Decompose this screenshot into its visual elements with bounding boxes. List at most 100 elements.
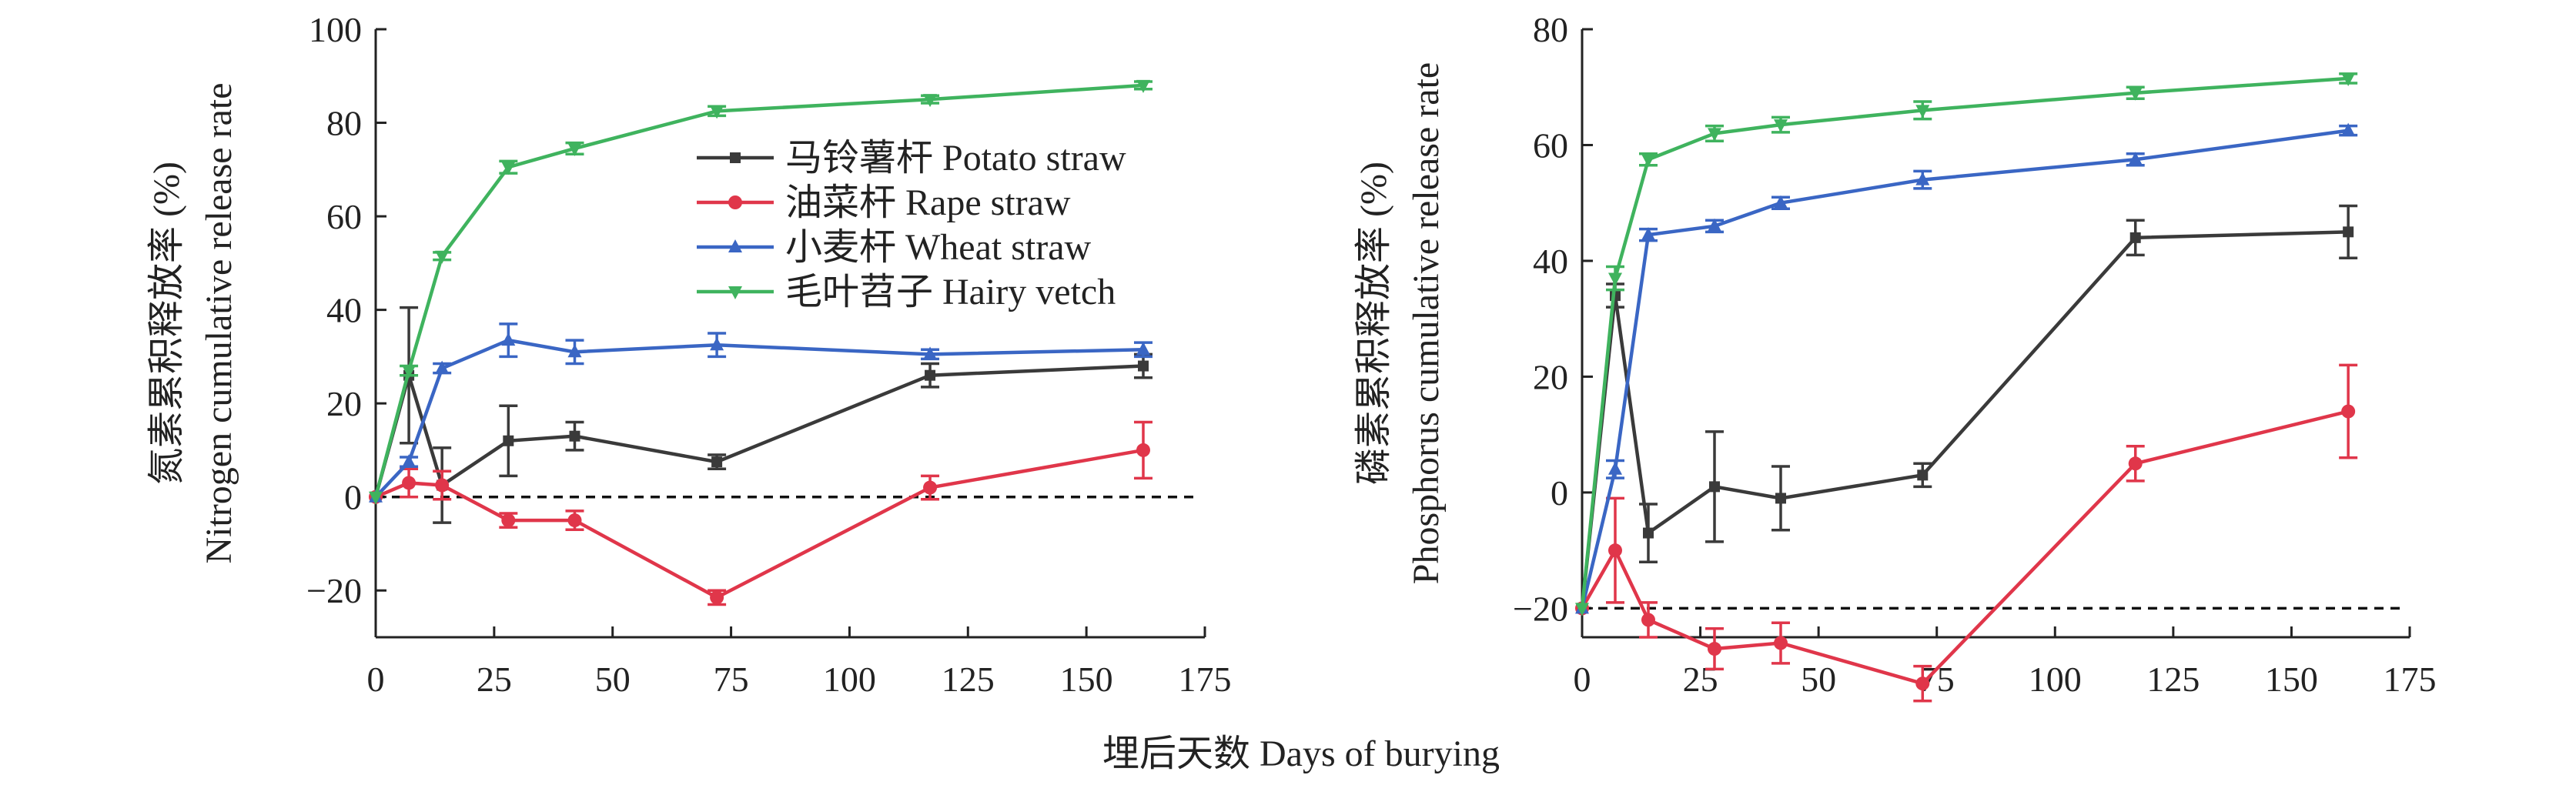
data-point bbox=[1708, 128, 1721, 142]
series-line bbox=[374, 338, 1144, 499]
data-point bbox=[2128, 87, 2143, 101]
phosphorus-ylabel-cn: 磷素累积释放率 (%) bbox=[1353, 162, 1394, 485]
data-point bbox=[1774, 636, 1788, 650]
data-point bbox=[923, 480, 938, 495]
data-point bbox=[567, 142, 582, 156]
x-tick-label: 25 bbox=[1683, 660, 1718, 699]
series-line bbox=[375, 448, 1144, 600]
x-tick-label: 50 bbox=[595, 660, 631, 699]
y-tick-label: 60 bbox=[326, 197, 362, 236]
phosphorus-ylabel-en: Phosphorus cumulative release rate bbox=[1406, 62, 1447, 584]
data-point bbox=[1643, 527, 1654, 539]
data-point bbox=[2128, 456, 2143, 471]
series-triangle-up bbox=[369, 322, 1153, 503]
x-tick-label: 0 bbox=[1574, 660, 1591, 699]
y-tick-label: −20 bbox=[1513, 589, 1568, 628]
y-tick-label: 80 bbox=[1533, 10, 1568, 49]
x-tick-label: 100 bbox=[2029, 660, 2082, 699]
x-tick-label: 150 bbox=[1060, 660, 1113, 699]
data-point bbox=[1641, 154, 1655, 168]
series-line bbox=[1580, 76, 2349, 609]
series-square bbox=[370, 306, 1153, 524]
data-point bbox=[569, 430, 580, 442]
y-tick-label: 100 bbox=[309, 10, 362, 49]
data-point bbox=[1774, 119, 1788, 133]
y-tick-label: 20 bbox=[326, 384, 362, 423]
legend-label: 小麦杆 Wheat straw bbox=[785, 227, 1092, 268]
data-point bbox=[1136, 342, 1150, 356]
data-point bbox=[2341, 72, 2356, 86]
data-point bbox=[435, 478, 450, 493]
series-line bbox=[1580, 230, 2349, 609]
data-point bbox=[1136, 443, 1150, 457]
data-point bbox=[925, 369, 936, 381]
y-tick-label: 20 bbox=[1533, 357, 1568, 396]
data-point bbox=[923, 94, 938, 108]
y-tick-label: 40 bbox=[326, 291, 362, 330]
x-tick-label: 125 bbox=[2146, 660, 2200, 699]
series-circle bbox=[1575, 363, 2358, 703]
data-point bbox=[1915, 105, 1930, 119]
series-triangle-up bbox=[1575, 122, 2358, 614]
data-point bbox=[1608, 461, 1622, 475]
y-tick-label: 0 bbox=[1551, 473, 1568, 513]
data-point bbox=[1641, 613, 1655, 627]
series-circle bbox=[369, 420, 1153, 606]
x-tick-label: 25 bbox=[477, 660, 512, 699]
series-square bbox=[1577, 204, 2358, 614]
data-point bbox=[501, 513, 516, 528]
data-point bbox=[402, 476, 417, 490]
data-point bbox=[2128, 152, 2143, 165]
series-line bbox=[373, 364, 1144, 498]
x-tick-label: 175 bbox=[2384, 660, 2437, 699]
data-point bbox=[402, 454, 417, 468]
x-tick-label: 75 bbox=[714, 660, 749, 699]
data-point bbox=[1915, 172, 1930, 185]
legend-label: 毛叶苕子 Hairy vetch bbox=[785, 272, 1116, 312]
nitrogen-ylabel-en: Nitrogen cumulative release rate bbox=[199, 82, 239, 563]
data-point bbox=[567, 344, 582, 358]
series-triangle-down bbox=[1575, 72, 2358, 616]
y-tick-label: 80 bbox=[326, 104, 362, 143]
data-point bbox=[2341, 404, 2356, 419]
data-point bbox=[710, 105, 724, 119]
data-point bbox=[1917, 469, 1929, 481]
data-point bbox=[2343, 226, 2354, 238]
data-point bbox=[1608, 272, 1622, 286]
legend-marker bbox=[728, 286, 742, 299]
data-point bbox=[1575, 603, 1589, 616]
legend-label: 油菜杆 Rape straw bbox=[785, 182, 1071, 223]
phosphorus-chart: 磷素累积释放率 (%) Phosphorus cumulative releas… bbox=[1353, 10, 2437, 703]
legend-marker bbox=[730, 152, 741, 163]
series-line bbox=[1580, 129, 2349, 609]
x-tick-label: 175 bbox=[1179, 660, 1232, 699]
nitrogen-chart: 氮素累积释放率 (%) Nitrogen cumulative release … bbox=[146, 10, 1232, 699]
x-tick-label: 0 bbox=[367, 660, 385, 699]
data-point bbox=[501, 162, 516, 175]
data-point bbox=[923, 346, 938, 360]
data-point bbox=[369, 491, 383, 505]
legend-marker bbox=[728, 239, 742, 252]
y-tick-label: 40 bbox=[1533, 242, 1568, 281]
data-point bbox=[435, 250, 450, 264]
shared-xlabel: 埋后天数 Days of burying bbox=[1102, 733, 1500, 774]
series-line bbox=[1581, 409, 2349, 686]
nitrogen-ylabel-cn: 氮素累积释放率 (%) bbox=[146, 162, 187, 485]
data-point bbox=[1775, 493, 1786, 504]
data-point bbox=[1136, 79, 1150, 93]
data-point bbox=[567, 513, 582, 528]
series-line bbox=[373, 83, 1144, 498]
series-triangle-down bbox=[369, 79, 1153, 505]
x-tick-label: 125 bbox=[942, 660, 995, 699]
y-tick-label: −20 bbox=[306, 571, 362, 610]
data-point bbox=[402, 365, 417, 379]
data-point bbox=[710, 590, 724, 605]
data-point bbox=[1915, 676, 1930, 691]
x-tick-label: 100 bbox=[823, 660, 876, 699]
data-point bbox=[1708, 642, 1721, 656]
data-point bbox=[1708, 218, 1721, 232]
y-tick-label: 60 bbox=[1533, 125, 1568, 165]
data-point bbox=[710, 337, 724, 351]
